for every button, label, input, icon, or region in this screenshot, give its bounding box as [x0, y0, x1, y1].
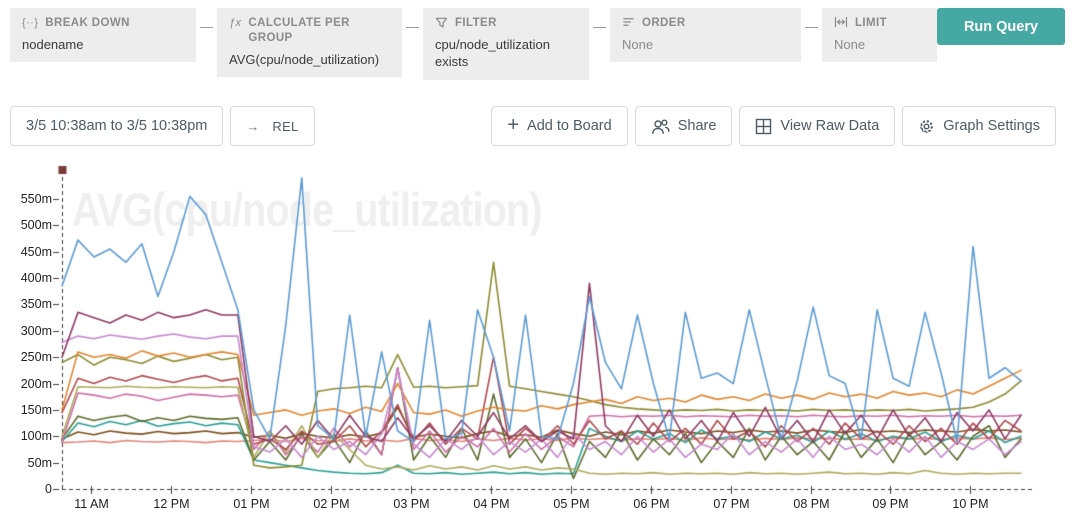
time-range-button[interactable]: 3/5 10:38am to 3/5 10:38pm [10, 106, 224, 147]
limit-value: None [834, 36, 866, 52]
view-raw-data-label: View Raw Data [780, 118, 880, 135]
toolbar-actions: + Add to Board Share [491, 106, 1056, 147]
filter-label: FILTER [455, 17, 497, 29]
share-label: Share [677, 118, 717, 135]
order-label: ORDER [642, 17, 686, 29]
grid-icon [755, 118, 772, 135]
break-down-block[interactable]: {··} BREAK DOWN nodename [10, 8, 196, 63]
block-connector [593, 27, 606, 28]
braces-icon: {··} [22, 17, 39, 29]
break-down-label-row: {··} BREAK DOWN [22, 16, 184, 31]
break-down-value: nodename [22, 36, 84, 52]
order-lines-icon [622, 16, 635, 28]
add-to-board-button[interactable]: + Add to Board [491, 106, 628, 147]
limit-label: LIMIT [855, 17, 888, 29]
block-connector [406, 27, 419, 28]
time-range-text: 3/5 10:38am to 3/5 10:38pm [26, 118, 208, 135]
relative-time-button[interactable]: → REL [230, 106, 315, 147]
view-raw-data-button[interactable]: View Raw Data [739, 106, 896, 147]
block-connector [805, 27, 818, 28]
filter-value: cpu/node_utilization exists [435, 36, 550, 70]
chart-toolbar: 3/5 10:38am to 3/5 10:38pm → REL + Add t… [0, 106, 1079, 147]
timeseries-chart[interactable] [0, 156, 1079, 515]
graph-settings-button[interactable]: Graph Settings [902, 106, 1056, 147]
calculate-per-group-block[interactable]: ƒx CALCULATE PER GROUP AVG(cpu/node_util… [217, 8, 402, 78]
limit-block[interactable]: LIMIT None [822, 8, 937, 63]
calculate-label: CALCULATE PER GROUP [248, 17, 350, 44]
plus-icon: + [507, 114, 520, 137]
filter-block[interactable]: FILTER cpu/node_utilization exists [423, 8, 589, 81]
add-to-board-label: Add to Board [527, 118, 612, 135]
limit-range-icon [834, 16, 848, 28]
order-label-row: ORDER [622, 16, 789, 31]
graph-settings-label: Graph Settings [943, 118, 1040, 135]
funnel-icon [435, 16, 448, 29]
order-value: None [622, 36, 654, 52]
filter-label-row: FILTER [435, 16, 577, 31]
query-builder-bar: {··} BREAK DOWN nodename ƒx CALCULATE PE… [0, 0, 1079, 81]
gear-icon [918, 118, 935, 135]
arrow-right-icon: → [246, 118, 260, 134]
break-down-label: BREAK DOWN [45, 17, 130, 29]
share-button[interactable]: Share [634, 106, 733, 147]
chart-area: AVG(cpu/node_utilization) 050m100m150m20… [0, 156, 1079, 515]
limit-label-row: LIMIT [834, 16, 925, 31]
block-connector [200, 27, 213, 28]
run-query-button[interactable]: Run Query [937, 8, 1065, 45]
order-block[interactable]: ORDER None [610, 8, 801, 63]
people-icon [651, 118, 670, 135]
rel-label: REL [272, 118, 299, 134]
calculate-value: AVG(cpu/node_utilization) [229, 51, 380, 67]
calculate-label-row: ƒx CALCULATE PER GROUP [229, 16, 390, 46]
fx-icon: ƒx [229, 17, 242, 29]
